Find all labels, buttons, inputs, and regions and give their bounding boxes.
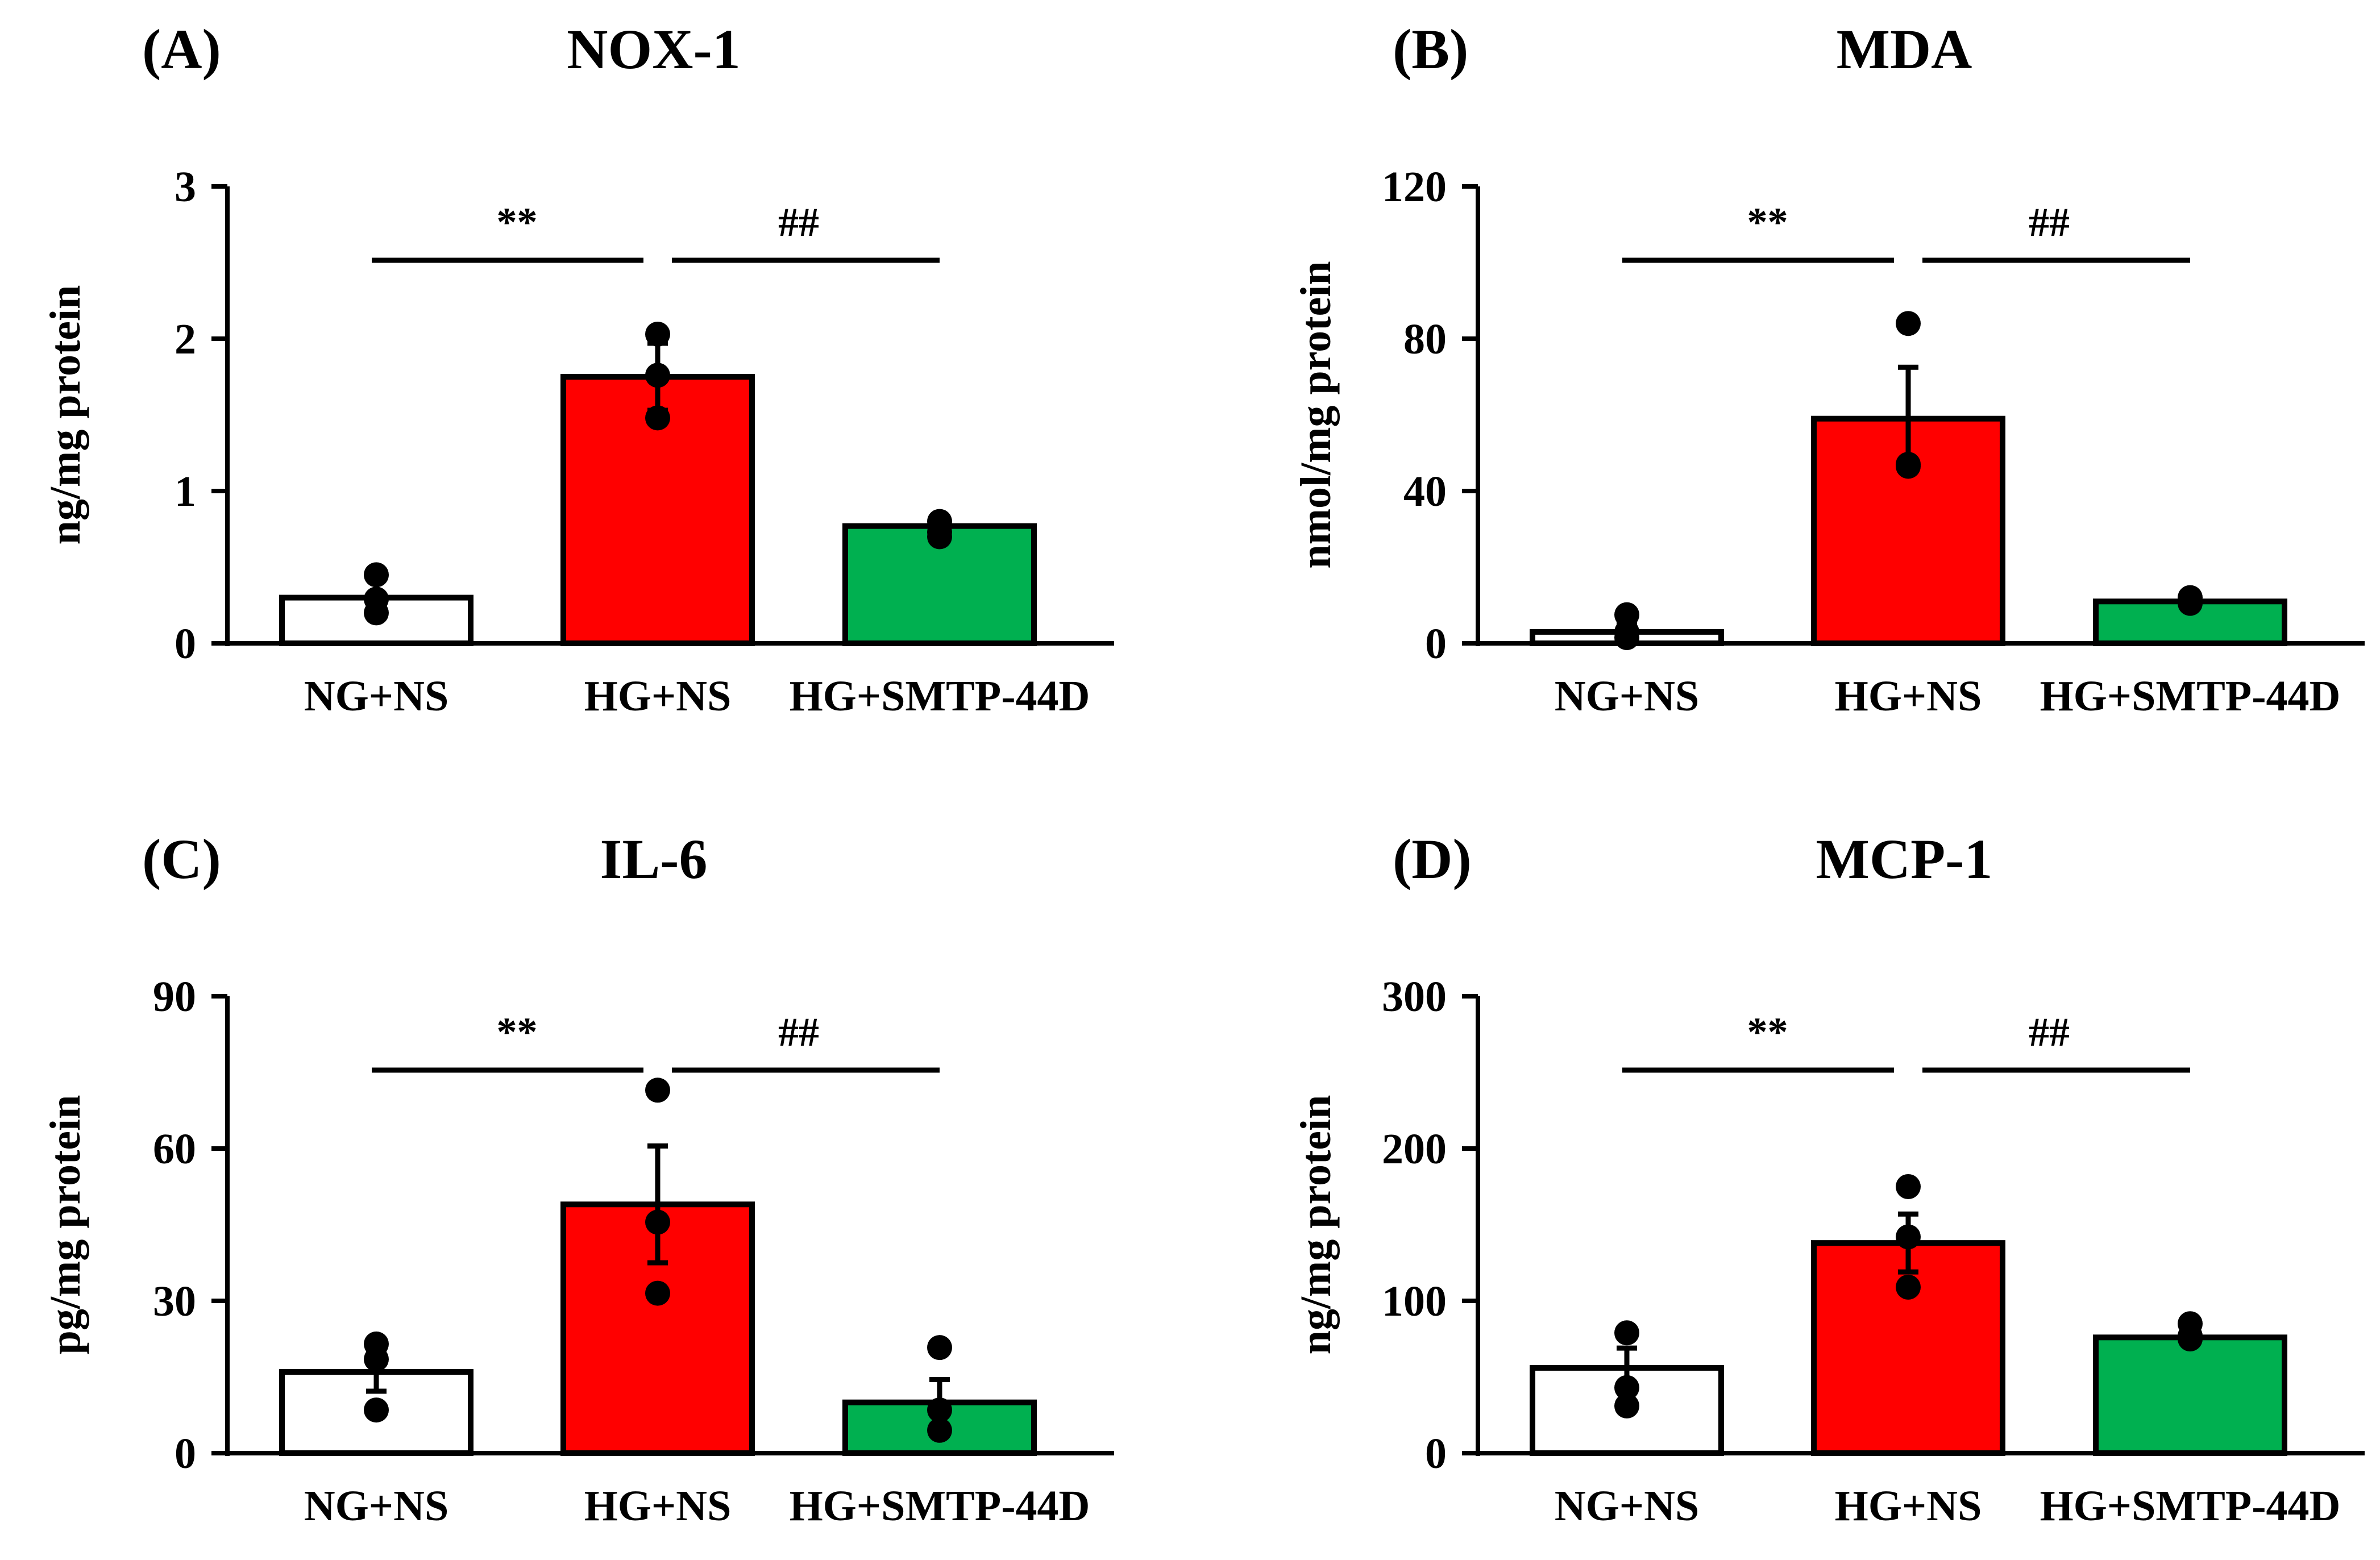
y-tick-label: 100 (1382, 1278, 1447, 1325)
panel-3: (D) MCP-1 ng/mg protein 0 100 200 300 NG+NS HG+N… (1292, 827, 2365, 1530)
bar (1811, 1240, 2005, 1456)
data-point (1896, 1274, 1921, 1300)
x-tick-label: HG+NS (1835, 672, 1982, 720)
data-point (927, 1335, 952, 1361)
x-tick-label: NG+NS (304, 672, 448, 720)
significance-label: ## (2029, 199, 2070, 245)
data-point (364, 600, 389, 626)
x-tick-label: HG+SMTP-44D (790, 672, 1090, 720)
chart-title: MDA (1837, 18, 1972, 81)
data-point (1896, 1174, 1921, 1199)
significance-label: ## (778, 1009, 819, 1055)
significance-label: ** (497, 199, 538, 245)
data-point (927, 524, 952, 550)
bar (2093, 1334, 2287, 1456)
data-point (364, 562, 389, 588)
data-point (927, 1417, 952, 1443)
panel-2: (C) IL-6 pg/mg protein 0 30 60 90 NG+NS HG+NS HG+… (41, 827, 1114, 1530)
x-tick-label: NG+NS (304, 1482, 448, 1530)
y-tick-label: 60 (153, 1125, 196, 1173)
x-tick-label: HG+SMTP-44D (790, 1482, 1090, 1530)
y-tick-label: 3 (175, 163, 196, 211)
y-axis-label: pg/mg protein (41, 1095, 89, 1355)
x-tick-label: NG+NS (1555, 672, 1699, 720)
data-point (645, 1280, 670, 1306)
panel-label: (A) (142, 18, 221, 81)
data-point (364, 1397, 389, 1423)
y-tick-label: 2 (175, 315, 196, 363)
panel-0: (A) NOX-1 ng/mg protein 0 1 2 3 NG+NS HG+NS HG+SM… (41, 18, 1114, 720)
chart-title: NOX-1 (567, 18, 741, 81)
significance-label: ** (1747, 1009, 1788, 1055)
x-tick-label: NG+NS (1555, 1482, 1699, 1530)
data-point (645, 405, 670, 431)
y-tick-label: 0 (175, 620, 196, 668)
panel-label: (B) (1393, 18, 1468, 81)
data-point (645, 1078, 670, 1103)
y-axis-label: nmol/mg protein (1292, 261, 1340, 568)
data-point (645, 363, 670, 388)
data-point (645, 1209, 670, 1235)
data-point (927, 1397, 952, 1423)
data-point (1614, 1320, 1639, 1346)
chart-title: MCP-1 (1816, 827, 1993, 891)
y-axis-label: ng/mg protein (41, 285, 89, 545)
data-point (645, 321, 670, 347)
y-tick-label: 0 (1425, 620, 1447, 668)
data-point (1614, 1393, 1639, 1418)
y-axis-label: ng/mg protein (1292, 1095, 1340, 1355)
x-tick-label: HG+NS (584, 1482, 732, 1530)
y-tick-label: 30 (153, 1278, 196, 1325)
y-tick-label: 0 (175, 1430, 196, 1478)
data-point (1896, 1224, 1921, 1250)
y-tick-label: 300 (1382, 973, 1447, 1021)
panel-1: (B) MDA nmol/mg protein 0 40 80 120 NG+NS HG+NS H… (1292, 18, 2365, 720)
data-point (1896, 311, 1921, 336)
data-point (364, 1346, 389, 1372)
y-tick-label: 1 (175, 468, 196, 515)
y-tick-label: 90 (153, 973, 196, 1021)
x-tick-label: HG+NS (1835, 1482, 1982, 1530)
x-tick-label: HG+NS (584, 672, 732, 720)
significance-label: ** (497, 1009, 538, 1055)
panel-label: (C) (142, 827, 221, 891)
significance-label: ## (2029, 1009, 2070, 1055)
y-tick-label: 120 (1382, 163, 1447, 211)
data-point (2178, 590, 2203, 616)
y-tick-label: 0 (1425, 1430, 1447, 1478)
y-tick-label: 200 (1382, 1125, 1447, 1173)
chart-title: IL-6 (600, 827, 708, 891)
y-tick-label: 80 (1403, 315, 1447, 363)
data-point (2178, 1326, 2203, 1351)
x-tick-label: HG+SMTP-44D (2040, 672, 2341, 720)
data-point (1614, 602, 1639, 627)
data-point (1614, 625, 1639, 650)
data-point (1614, 1375, 1639, 1400)
x-tick-label: HG+SMTP-44D (2040, 1482, 2341, 1530)
significance-label: ** (1747, 199, 1788, 245)
y-tick-label: 40 (1403, 468, 1447, 515)
panel-label: (D) (1393, 827, 1472, 891)
significance-label: ## (778, 199, 819, 245)
data-point (1896, 454, 1921, 479)
